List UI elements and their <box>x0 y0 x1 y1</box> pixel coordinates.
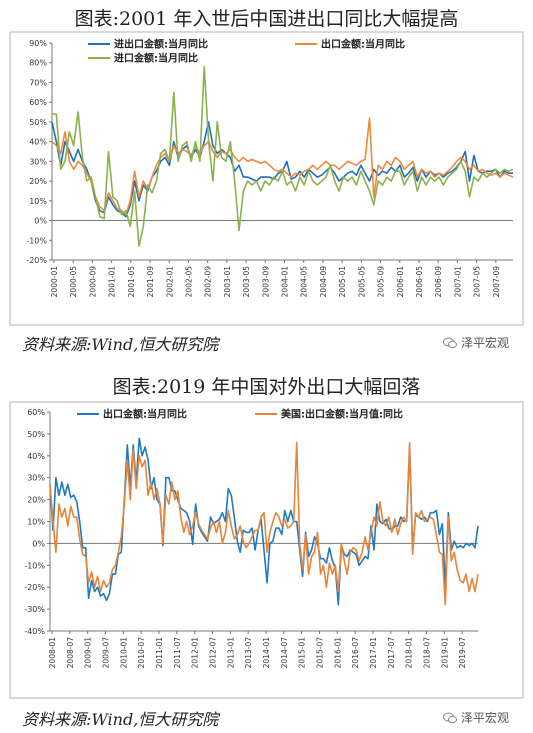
x-tick-label: 2006-05 <box>415 266 424 298</box>
chart2-source-bar: 资料来源:Wind,恒大研究院 泽平宏观 <box>10 702 523 730</box>
y-tick-label: -10% <box>24 561 45 570</box>
chart1-source-bar: 资料来源:Wind,恒大研究院 泽平宏观 <box>10 327 523 355</box>
wechat-icon <box>442 712 457 723</box>
legend-label-0: 进出口金额:当月同比 <box>114 38 208 51</box>
y-tick-label: 90% <box>29 39 47 48</box>
x-tick-label: 2015-07 <box>316 637 325 669</box>
x-tick-label: 2007-05 <box>473 266 482 298</box>
x-tick-label: 2008-01 <box>48 637 57 669</box>
y-tick-label: -10% <box>26 236 47 245</box>
plot-frame <box>9 401 524 699</box>
series-line-2 <box>52 65 514 247</box>
x-tick-label: 2008-07 <box>66 637 75 669</box>
y-tick-label: 0% <box>34 217 47 226</box>
y-tick-label: 30% <box>27 474 45 483</box>
x-tick-label: 2018-01 <box>405 637 414 669</box>
x-tick-label: 2004-01 <box>281 266 290 298</box>
series-line-1 <box>51 117 514 216</box>
x-tick-label: 2000-09 <box>88 266 97 298</box>
y-tick-label: 30% <box>29 157 47 166</box>
y-tick-label: -30% <box>24 605 45 614</box>
y-tick-label: 20% <box>27 496 45 505</box>
chart2-brand: 泽平宏观 <box>442 709 509 726</box>
x-tick-label: 2010-01 <box>119 637 128 669</box>
chart2-title: 图表:2019 年中国对外出口大幅回落 <box>112 376 421 398</box>
legend-label-0: 出口金额:当月同比 <box>103 408 187 421</box>
y-tick-label: 60% <box>27 408 45 417</box>
x-tick-label: 2017-07 <box>387 637 396 669</box>
x-tick-label: 2018-07 <box>423 637 432 669</box>
y-tick-label: 10% <box>27 518 45 527</box>
y-tick-label: 80% <box>29 59 47 68</box>
y-tick-label: 50% <box>27 430 45 439</box>
legend-label-1: 出口金额:当月同比 <box>321 38 405 51</box>
y-tick-label: 60% <box>29 98 47 107</box>
x-tick-label: 2006-01 <box>396 266 405 298</box>
chart2-brand-label: 泽平宏观 <box>460 711 509 725</box>
y-tick-label: 50% <box>29 118 47 127</box>
chart2-source: 资料来源:Wind,恒大研究院 <box>22 710 219 729</box>
x-tick-label: 2014-07 <box>280 637 289 669</box>
x-tick-label: 2015-01 <box>298 637 307 669</box>
y-tick-label: -40% <box>24 627 45 636</box>
y-tick-label: 70% <box>29 78 47 87</box>
x-tick-label: 2011-07 <box>173 637 182 669</box>
x-tick-label: 2017-01 <box>369 637 378 669</box>
chart1-brand-label: 泽平宏观 <box>460 336 509 350</box>
x-tick-label: 2011-01 <box>155 637 164 669</box>
x-tick-label: 2004-05 <box>300 266 309 298</box>
y-tick-label: 0% <box>32 539 45 548</box>
x-tick-label: 2005-01 <box>338 266 347 298</box>
x-tick-label: 2009-07 <box>102 637 111 669</box>
x-tick-label: 2019-07 <box>458 637 467 669</box>
x-tick-label: 2013-01 <box>226 637 235 669</box>
x-tick-label: 2002-09 <box>204 266 213 298</box>
x-tick-label: 2012-01 <box>191 637 200 669</box>
x-tick-label: 2002-05 <box>184 266 193 298</box>
x-tick-label: 2016-07 <box>351 637 360 669</box>
legend-label-2: 进口金额:当月同比 <box>114 52 198 65</box>
plot-frame <box>9 31 524 326</box>
y-tick-label: -20% <box>26 256 47 265</box>
x-tick-label: 2001-01 <box>108 266 117 298</box>
x-tick-label: 2006-09 <box>434 266 443 298</box>
x-tick-label: 2009-01 <box>84 637 93 669</box>
x-tick-label: 2016-01 <box>333 637 342 669</box>
y-tick-label: 40% <box>27 452 45 461</box>
x-tick-label: 2001-05 <box>127 266 136 298</box>
x-tick-label: 2005-05 <box>357 266 366 298</box>
y-tick-label: 20% <box>29 177 47 186</box>
x-tick-label: 2004-09 <box>319 266 328 298</box>
chart2-svg: -40% -30% -20% -10% 0% 10% 20% 30% 40% 50% 60% 2008… <box>9 401 524 699</box>
y-tick-label: 40% <box>29 138 47 147</box>
y-tick-label: -20% <box>24 583 45 592</box>
x-tick-label: 2019-01 <box>440 637 449 669</box>
chart1-svg: -20% -10% 0% 10% 20% 30% 40% 50% 60% 70% 80% 90% 200… <box>9 31 524 326</box>
legend-label-1: 美国:出口金额:当月值:同比 <box>281 408 403 421</box>
x-tick-label: 2000-05 <box>69 266 78 298</box>
y-tick-label: 10% <box>29 197 47 206</box>
series-line-1 <box>49 441 479 606</box>
x-tick-label: 2001-09 <box>146 266 155 298</box>
x-tick-label: 2012-07 <box>209 637 218 669</box>
x-tick-label: 2014-01 <box>262 637 271 669</box>
chart1-title: 图表:2001 年入世后中国进出口同比大幅提高 <box>74 8 459 30</box>
x-tick-label: 2013-07 <box>244 637 253 669</box>
wechat-icon <box>442 337 457 348</box>
x-tick-label: 2007-09 <box>492 266 501 298</box>
x-tick-label: 2005-09 <box>377 266 386 298</box>
x-tick-label: 2002-01 <box>165 266 174 298</box>
chart1-brand: 泽平宏观 <box>442 334 509 351</box>
x-tick-label: 2000-01 <box>50 266 59 298</box>
x-tick-label: 2007-01 <box>453 266 462 298</box>
chart1-source: 资料来源:Wind,恒大研究院 <box>22 335 219 354</box>
x-tick-label: 2003-09 <box>261 266 270 298</box>
x-tick-label: 2010-07 <box>137 637 146 669</box>
x-tick-label: 2003-01 <box>223 266 232 298</box>
x-tick-label: 2003-05 <box>242 266 251 298</box>
